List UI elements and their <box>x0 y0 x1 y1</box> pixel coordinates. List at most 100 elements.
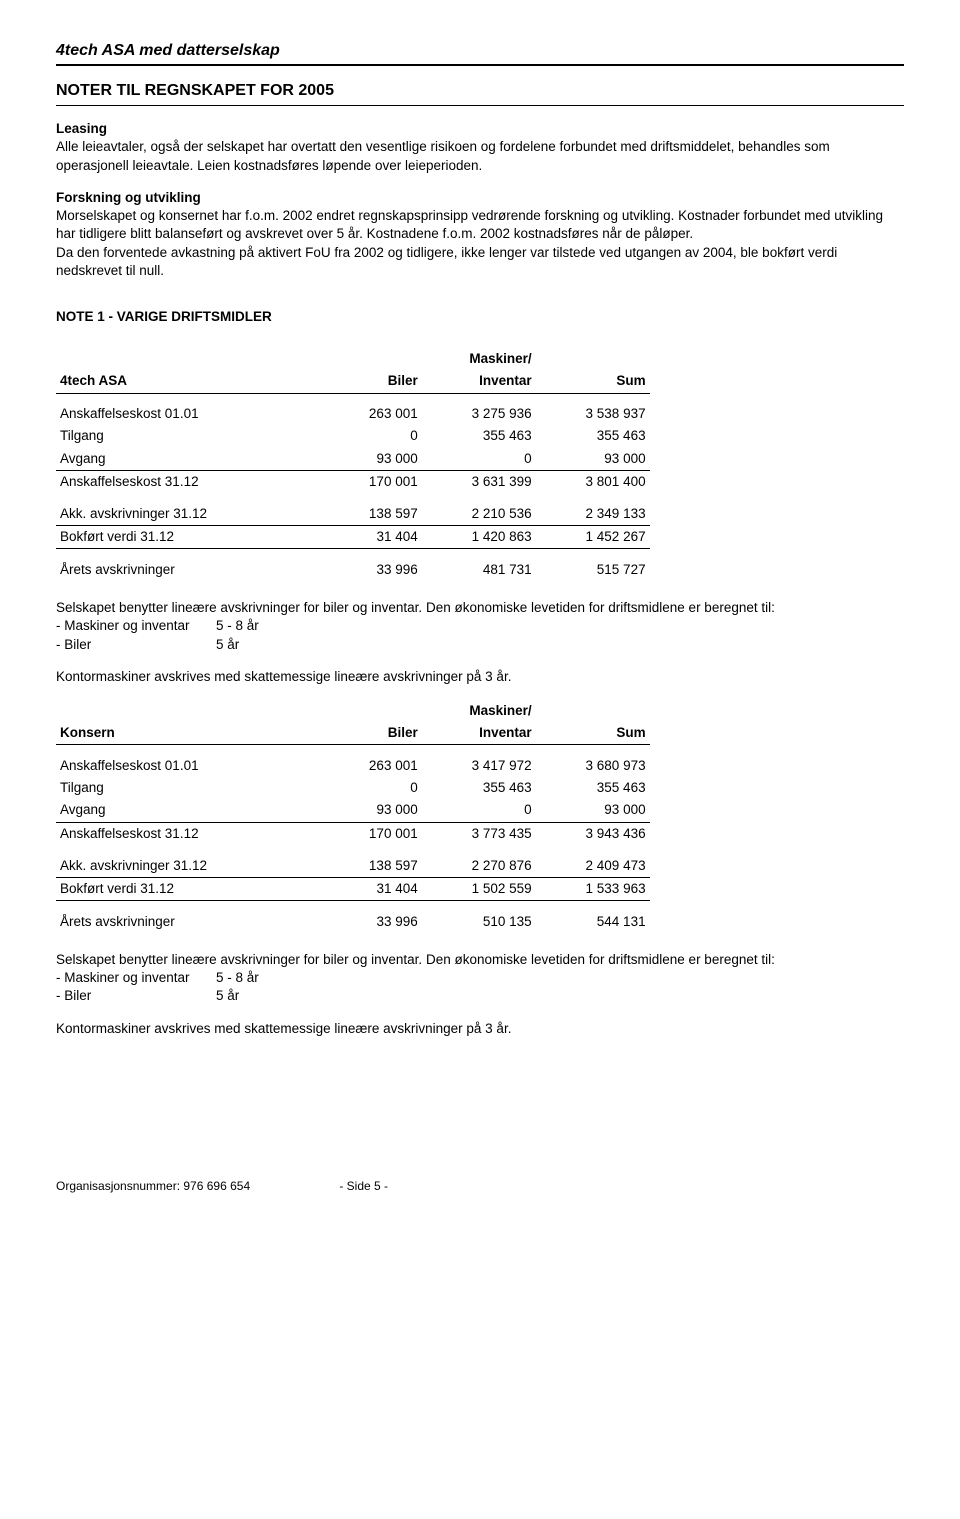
cell-label: Avgang <box>56 799 308 822</box>
cell: 3 538 937 <box>536 403 650 425</box>
cell: 33 996 <box>308 911 422 933</box>
forskning-heading: Forskning og utvikling <box>56 189 904 207</box>
cell: 1 502 559 <box>422 878 536 901</box>
cell: 481 731 <box>422 559 536 581</box>
col-maskiner-top: Maskiner/ <box>422 348 536 370</box>
col-inventar: Inventar <box>422 722 536 745</box>
cell-label: Anskaffelseskost 01.01 <box>56 403 308 425</box>
col-biler: Biler <box>308 722 422 745</box>
cell: 355 463 <box>422 777 536 799</box>
cell: 510 135 <box>422 911 536 933</box>
document-title: NOTER TIL REGNSKAPET FOR 2005 <box>56 80 904 107</box>
table-row: Tilgang 0 355 463 355 463 <box>56 425 650 447</box>
cell: 0 <box>308 777 422 799</box>
cell: 3 417 972 <box>422 755 536 777</box>
cell-label: Anskaffelseskost 31.12 <box>56 470 308 493</box>
cell: 0 <box>308 425 422 447</box>
cell-label: Avgang <box>56 448 308 471</box>
cell-label: Bokført verdi 31.12 <box>56 526 308 549</box>
cell: 0 <box>422 448 536 471</box>
cell: 515 727 <box>536 559 650 581</box>
table-row: Bokført verdi 31.12 31 404 1 420 863 1 4… <box>56 526 650 549</box>
table-row: Anskaffelseskost 01.01 263 001 3 417 972… <box>56 755 650 777</box>
forskning-text: Morselskapet og konsernet har f.o.m. 200… <box>56 207 904 243</box>
cell: 355 463 <box>536 777 650 799</box>
cell-label: Anskaffelseskost 31.12 <box>56 822 308 845</box>
bullet2-label: - Biler <box>56 987 216 1005</box>
table-row: Avgang 93 000 0 93 000 <box>56 448 650 471</box>
table-row: Anskaffelseskost 31.12 170 001 3 773 435… <box>56 822 650 845</box>
table-row: Akk. avskrivninger 31.12 138 597 2 270 8… <box>56 855 650 878</box>
kontor-text-a: Kontormaskiner avskrives med skattemessi… <box>56 668 904 686</box>
cell: 31 404 <box>308 526 422 549</box>
col-biler: Biler <box>308 370 422 393</box>
table-row: Akk. avskrivninger 31.12 138 597 2 210 5… <box>56 503 650 526</box>
page-footer: Organisasjonsnummer: 976 696 654 - Side … <box>56 1178 904 1194</box>
kontor-text-b: Kontormaskiner avskrives med skattemessi… <box>56 1020 904 1038</box>
cell: 355 463 <box>422 425 536 447</box>
col-sum: Sum <box>536 370 650 393</box>
bullet1-label: - Maskiner og inventar <box>56 617 216 635</box>
cell: 138 597 <box>308 503 422 526</box>
col-label-b: Konsern <box>56 722 308 745</box>
cell: 263 001 <box>308 403 422 425</box>
cell-label: Tilgang <box>56 777 308 799</box>
cell: 170 001 <box>308 470 422 493</box>
cell: 0 <box>422 799 536 822</box>
depr-text-b: Selskapet benytter lineære avskrivninger… <box>56 951 904 969</box>
col-label-a: 4tech ASA <box>56 370 308 393</box>
bullet2-label: - Biler <box>56 636 216 654</box>
cell: 3 275 936 <box>422 403 536 425</box>
cell: 3 801 400 <box>536 470 650 493</box>
table-row: Avgang 93 000 0 93 000 <box>56 799 650 822</box>
cell: 1 533 963 <box>536 878 650 901</box>
bullet1-label: - Maskiner og inventar <box>56 969 216 987</box>
cell-label: Årets avskrivninger <box>56 911 308 933</box>
bullet2-val: 5 år <box>216 988 239 1003</box>
cell: 3 680 973 <box>536 755 650 777</box>
col-inventar: Inventar <box>422 370 536 393</box>
cell-label: Årets avskrivninger <box>56 559 308 581</box>
table-row: Anskaffelseskost 31.12 170 001 3 631 399… <box>56 470 650 493</box>
depr-bullets-a: - Maskiner og inventar5 - 8 år - Biler5 … <box>56 617 904 653</box>
cell: 138 597 <box>308 855 422 878</box>
cell: 93 000 <box>536 799 650 822</box>
cell-label: Akk. avskrivninger 31.12 <box>56 503 308 526</box>
bullet2-val: 5 år <box>216 637 239 652</box>
cell-label: Anskaffelseskost 01.01 <box>56 755 308 777</box>
cell: 2 270 876 <box>422 855 536 878</box>
leasing-text: Alle leieavtaler, også der selskapet har… <box>56 138 904 174</box>
cell: 3 773 435 <box>422 822 536 845</box>
cell-label: Akk. avskrivninger 31.12 <box>56 855 308 878</box>
cell: 3 943 436 <box>536 822 650 845</box>
cell-label: Bokført verdi 31.12 <box>56 878 308 901</box>
note1-title: NOTE 1 - VARIGE DRIFTSMIDLER <box>56 308 904 326</box>
cell: 1 452 267 <box>536 526 650 549</box>
table-row: Årets avskrivninger 33 996 481 731 515 7… <box>56 559 650 581</box>
cell-label: Tilgang <box>56 425 308 447</box>
table-row: Tilgang 0 355 463 355 463 <box>56 777 650 799</box>
cell: 33 996 <box>308 559 422 581</box>
cell: 2 210 536 <box>422 503 536 526</box>
table-konsern: Maskiner/ Konsern Biler Inventar Sum Ans… <box>56 700 650 933</box>
depr-text-a: Selskapet benytter lineære avskrivninger… <box>56 599 904 617</box>
cell: 544 131 <box>536 911 650 933</box>
table-row: Årets avskrivninger 33 996 510 135 544 1… <box>56 911 650 933</box>
forskning-text2: Da den forventede avkastning på aktivert… <box>56 244 904 280</box>
cell: 1 420 863 <box>422 526 536 549</box>
footer-org: Organisasjonsnummer: 976 696 654 <box>56 1178 336 1194</box>
bullet1-val: 5 - 8 år <box>216 618 259 633</box>
cell: 170 001 <box>308 822 422 845</box>
bullet1-val: 5 - 8 år <box>216 970 259 985</box>
leasing-heading: Leasing <box>56 120 904 138</box>
cell: 263 001 <box>308 755 422 777</box>
cell: 31 404 <box>308 878 422 901</box>
cell: 2 409 473 <box>536 855 650 878</box>
table-4tech-asa: Maskiner/ 4tech ASA Biler Inventar Sum A… <box>56 348 650 581</box>
company-header: 4tech ASA med datterselskap <box>56 40 904 66</box>
col-maskiner-top: Maskiner/ <box>422 700 536 722</box>
cell: 355 463 <box>536 425 650 447</box>
footer-page: - Side 5 - <box>339 1178 388 1194</box>
table-row: Bokført verdi 31.12 31 404 1 502 559 1 5… <box>56 878 650 901</box>
table-row: Anskaffelseskost 01.01 263 001 3 275 936… <box>56 403 650 425</box>
